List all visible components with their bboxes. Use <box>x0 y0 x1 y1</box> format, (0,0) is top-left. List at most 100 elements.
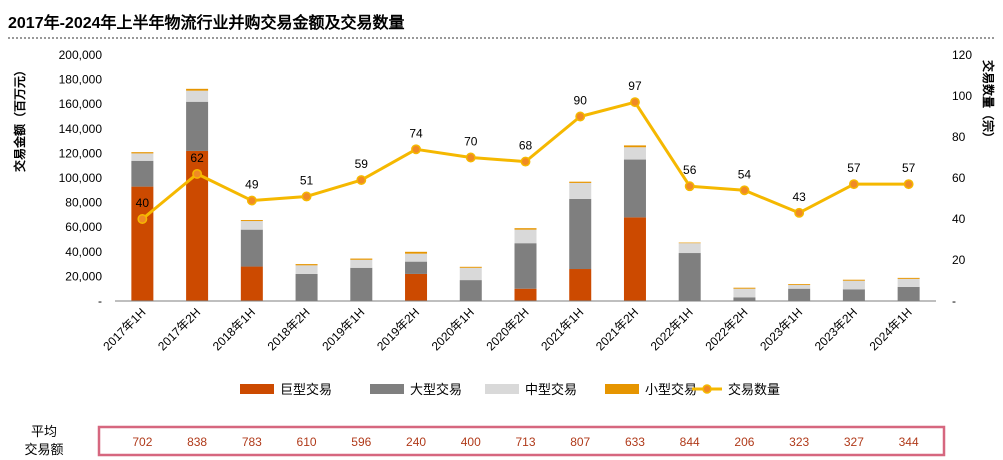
x-tick-label: 2023年2H <box>812 305 860 353</box>
count-point <box>137 214 148 224</box>
count-label: 57 <box>902 161 916 175</box>
x-tick-label: 2019年2H <box>374 305 422 353</box>
bar-segment <box>842 280 865 290</box>
count-point <box>520 156 531 167</box>
count-point <box>794 207 805 218</box>
bar-segment <box>131 152 154 154</box>
bar-series-group <box>131 88 920 301</box>
chart-title: 2017年-2024年上半年物流行业并购交易金额及交易数量 <box>8 13 405 32</box>
average-value: 702 <box>132 435 152 449</box>
bar-segment <box>569 181 592 183</box>
x-tick-label: 2021年2H <box>593 305 641 353</box>
average-value: 323 <box>789 435 809 449</box>
average-values: 702 838 783 610 596 240 400 713 807 633 844 206 323 3… <box>132 435 919 449</box>
average-value: 206 <box>734 435 754 449</box>
y-ticks-left: - 20,000 40,000 60,000 80,000 100,000 120,000 1… <box>59 48 103 308</box>
bar-segment <box>788 288 811 301</box>
line-series-group: 40 62 49 51 59 74 70 68 90 97 56 54 43 57 57 <box>136 79 916 224</box>
bar-segment <box>405 253 428 262</box>
x-tick-label: 2022年1H <box>648 305 696 353</box>
x-tick-label: 2019年1H <box>319 305 367 353</box>
bar-segment <box>897 286 920 301</box>
count-point <box>301 191 312 202</box>
count-label: 70 <box>464 135 478 149</box>
count-label: 54 <box>738 167 752 181</box>
bar-segment <box>350 259 373 268</box>
average-value: 713 <box>515 435 535 449</box>
bar-segment <box>623 145 646 148</box>
x-tick-label: 2022年2H <box>702 305 750 353</box>
y-tick-left: 20,000 <box>65 269 102 283</box>
average-value: 838 <box>187 435 207 449</box>
count-point <box>465 152 476 163</box>
bar-segment <box>569 182 592 199</box>
average-value: 783 <box>242 435 262 449</box>
legend-swatch <box>605 384 639 394</box>
average-box <box>97 425 946 457</box>
x-tick-label: 2020年1H <box>429 305 477 353</box>
average-value: 240 <box>406 435 426 449</box>
average-label-line1: 平均 <box>31 424 57 439</box>
count-point <box>192 168 203 179</box>
x-tick-label: 2021年1H <box>538 305 586 353</box>
bar-segment <box>350 267 373 301</box>
legend-label: 大型交易 <box>410 382 462 397</box>
count-label: 97 <box>628 79 642 93</box>
y-tick-left: 80,000 <box>65 196 102 210</box>
legend-label: 小型交易 <box>645 382 697 397</box>
y-tick-right: 120 <box>952 48 972 62</box>
x-tick-label: 2018年2H <box>265 305 313 353</box>
count-label: 68 <box>519 139 533 153</box>
count-point <box>411 144 421 155</box>
count-label: 51 <box>300 173 314 187</box>
x-tick-label: 2024年1H <box>867 305 915 353</box>
bar-segment <box>186 90 209 102</box>
bar-segment <box>131 160 154 187</box>
y-tick-left: 200,000 <box>59 48 103 62</box>
y-tick-left: 40,000 <box>65 245 102 259</box>
y-tick-right: 80 <box>952 130 966 144</box>
bar-segment <box>623 159 646 218</box>
count-label: 40 <box>136 196 150 210</box>
bar-segment <box>842 289 865 301</box>
legend-swatch <box>240 384 274 394</box>
average-value: 400 <box>461 435 481 449</box>
count-point <box>739 185 750 196</box>
bar-segment <box>459 280 482 301</box>
count-point <box>575 111 586 122</box>
bar-segment <box>514 228 537 230</box>
x-tick-label: 2017年2H <box>155 305 203 353</box>
y-tick-right: - <box>952 294 956 308</box>
bar-segment <box>186 150 209 301</box>
bar-segment <box>350 258 373 260</box>
bar-segment <box>295 265 318 274</box>
count-label: 59 <box>355 157 369 171</box>
bar-segment <box>514 229 537 244</box>
bar-segment <box>788 285 811 289</box>
bar-segment <box>623 217 646 301</box>
average-value: 633 <box>625 435 645 449</box>
count-label: 56 <box>683 163 697 177</box>
bar-segment <box>733 288 756 298</box>
y-axis-label-left: 交易金额（百万元） <box>12 64 27 172</box>
y-tick-right: 20 <box>952 253 966 267</box>
y-ticks-right: - 20 40 60 80 100 120 <box>952 48 972 308</box>
count-point <box>848 179 859 190</box>
legend: 巨型交易 大型交易 中型交易 小型交易 交易数量 <box>240 382 780 397</box>
average-label-line2: 交易额 <box>24 442 63 457</box>
bar-segment <box>459 267 482 281</box>
legend-label: 交易数量 <box>728 382 780 397</box>
average-value: 344 <box>899 435 919 449</box>
bar-segment <box>405 261 428 274</box>
count-label: 62 <box>190 151 204 165</box>
average-value: 610 <box>297 435 317 449</box>
left-axis-title: 交易金额（百万元） <box>12 64 27 172</box>
bar-segment <box>897 277 920 279</box>
y-tick-left: 60,000 <box>65 220 102 234</box>
legend-swatch <box>370 384 404 394</box>
average-value: 327 <box>844 435 864 449</box>
count-label: 49 <box>245 178 259 192</box>
bar-segment <box>240 221 263 230</box>
count-point <box>356 175 367 186</box>
bar-segment <box>897 278 920 287</box>
